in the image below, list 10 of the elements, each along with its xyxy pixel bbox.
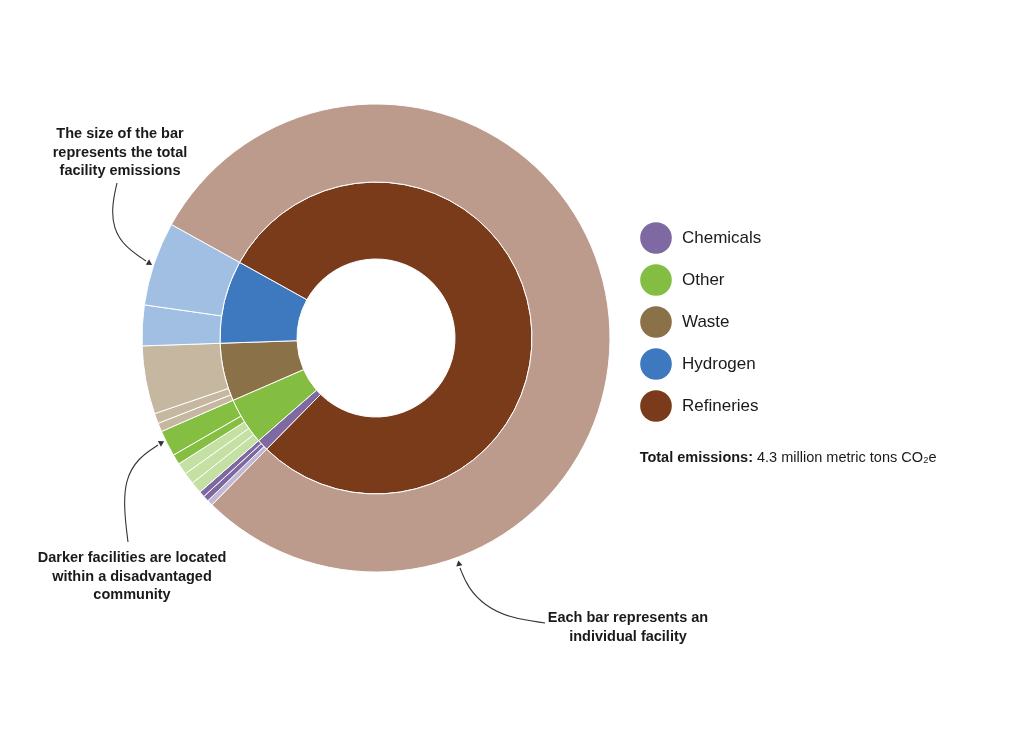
legend-label: Chemicals [682,228,762,247]
text: Total emissions: [639,449,753,465]
text: The size of the bar represents the total facility emissions [52,125,188,178]
legend-label: Waste [682,312,730,331]
legend-label: Hydrogen [682,354,756,373]
legend-label: Refineries [682,396,759,415]
text: Darker facilities are located within a disadvantaged community [37,549,227,602]
text: 4.3 million metric tons CO₂e [757,449,937,465]
text: Each bar represents an individual facility [547,609,709,644]
legend-label: Other [682,270,725,289]
